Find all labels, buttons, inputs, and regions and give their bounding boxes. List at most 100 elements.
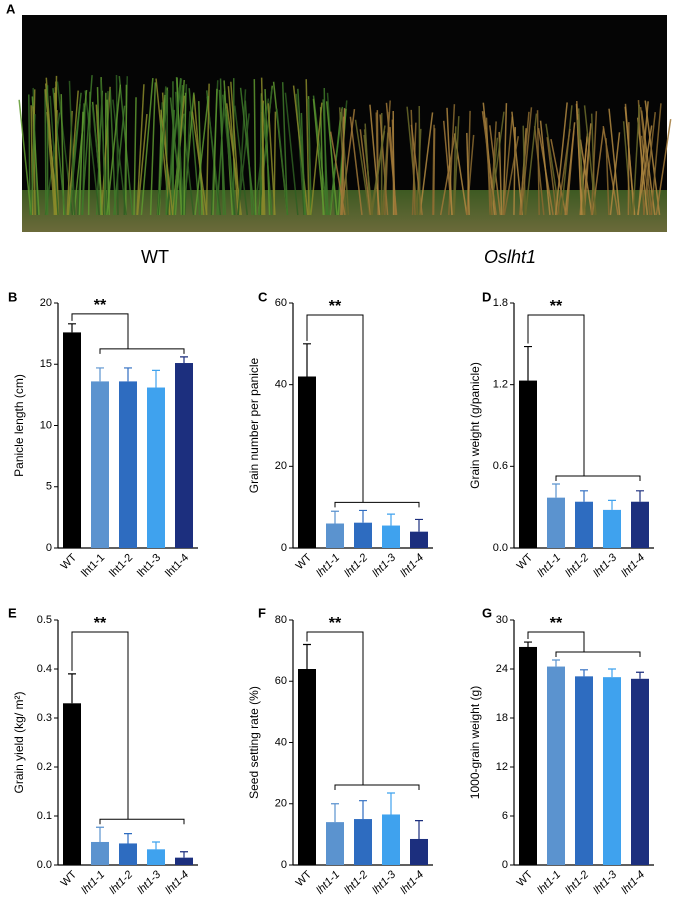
- y-tick-label: 5: [46, 481, 52, 493]
- bar: [354, 819, 372, 865]
- x-tick-label: WT: [294, 868, 315, 889]
- bar: [147, 388, 165, 548]
- bar: [298, 669, 316, 865]
- error-bar: [152, 842, 160, 849]
- bar: [410, 839, 428, 865]
- x-tick-label: WT: [515, 551, 536, 572]
- x-tick-label: lht1-4: [619, 869, 647, 897]
- y-tick-label: 60: [275, 675, 287, 687]
- bar: [175, 363, 193, 548]
- error-bar: [152, 370, 160, 387]
- error-bar: [180, 357, 188, 363]
- x-tick-label: lht1-2: [107, 552, 135, 580]
- x-tick-label: WT: [294, 551, 315, 572]
- y-tick-label: 15: [40, 358, 52, 370]
- error-bar: [96, 368, 104, 381]
- y-tick-label: 0.5: [37, 614, 52, 626]
- bar: [63, 332, 81, 548]
- bar: [575, 676, 593, 865]
- error-bar: [636, 491, 644, 502]
- error-bar: [636, 672, 644, 679]
- significance-bracket: [307, 632, 419, 790]
- x-tick-label: WT: [515, 868, 536, 889]
- y-tick-label: 0: [502, 859, 508, 871]
- panel-label: A: [6, 1, 16, 16]
- y-tick-label: 0.0: [493, 542, 508, 554]
- bar: [547, 667, 565, 865]
- x-tick-label: lht1-3: [591, 551, 620, 580]
- x-tick-label: lht1-2: [563, 552, 591, 580]
- bar: [519, 381, 537, 548]
- significance-label: **: [550, 615, 563, 632]
- x-tick-label: lht1-1: [79, 552, 107, 580]
- y-axis-label: Grain weight (g/panicle): [468, 362, 482, 489]
- y-axis-label: Grain number per panicle: [247, 357, 261, 493]
- bar: [147, 849, 165, 865]
- error-bar: [68, 324, 76, 333]
- error-bar: [524, 642, 532, 647]
- significance-label: **: [329, 298, 342, 315]
- bar: [382, 526, 400, 548]
- x-tick-label: lht1-3: [591, 868, 620, 897]
- significance-label: **: [94, 615, 107, 632]
- plant-stem: [419, 106, 420, 215]
- error-bar: [552, 660, 560, 667]
- y-tick-label: 20: [40, 297, 52, 309]
- x-tick-label: WT: [59, 868, 80, 889]
- x-tick-label: lht1-4: [163, 552, 191, 580]
- error-bar: [387, 514, 395, 525]
- significance-label: **: [94, 297, 107, 314]
- error-bar: [303, 344, 311, 377]
- error-bar: [552, 484, 560, 498]
- x-tick-label: lht1-3: [370, 551, 399, 580]
- y-axis-label: 1000-grain weight (g): [468, 686, 482, 799]
- plant-stem: [45, 90, 46, 215]
- error-bar: [359, 510, 367, 522]
- significance-label: **: [550, 298, 563, 315]
- bar: [519, 647, 537, 865]
- panel-label: F: [258, 605, 266, 620]
- significance-label: **: [329, 615, 342, 632]
- x-tick-label: WT: [59, 551, 80, 572]
- error-bar: [303, 645, 311, 670]
- bar: [175, 858, 193, 865]
- error-bar: [415, 519, 423, 531]
- y-tick-label: 1.8: [493, 297, 508, 309]
- bar: [63, 703, 81, 865]
- panel-label: E: [8, 605, 17, 620]
- y-tick-label: 20: [275, 798, 287, 810]
- y-tick-label: 0.2: [37, 761, 52, 773]
- y-tick-label: 6: [502, 810, 508, 822]
- bar: [547, 498, 565, 548]
- y-tick-label: 10: [40, 419, 52, 431]
- error-bar: [387, 793, 395, 814]
- x-tick-label: lht1-4: [619, 552, 647, 580]
- panel-label: D: [482, 289, 491, 304]
- y-tick-label: 30: [496, 614, 508, 626]
- bar: [91, 842, 109, 865]
- panel-label: B: [8, 289, 17, 304]
- photo-caption: Oslht1: [484, 247, 536, 267]
- significance-bracket: [307, 315, 419, 507]
- significance-bracket: [72, 632, 184, 824]
- y-tick-label: 80: [275, 614, 287, 626]
- bar: [354, 523, 372, 548]
- panel-label: G: [482, 605, 492, 620]
- x-tick-label: lht1-4: [398, 869, 426, 897]
- y-tick-label: 0.3: [37, 712, 52, 724]
- error-bar: [359, 801, 367, 819]
- error-bar: [331, 511, 339, 523]
- x-tick-label: lht1-4: [163, 869, 191, 897]
- x-tick-label: lht1-3: [135, 868, 164, 897]
- error-bar: [580, 491, 588, 502]
- bar: [326, 524, 344, 549]
- y-tick-label: 0.6: [493, 460, 508, 472]
- error-bar: [96, 827, 104, 842]
- y-tick-label: 18: [496, 712, 508, 724]
- y-tick-label: 40: [275, 379, 287, 391]
- bar: [410, 532, 428, 548]
- x-tick-label: lht1-2: [342, 552, 370, 580]
- error-bar: [180, 852, 188, 858]
- x-tick-label: lht1-1: [79, 869, 107, 897]
- x-tick-label: lht1-1: [535, 869, 563, 897]
